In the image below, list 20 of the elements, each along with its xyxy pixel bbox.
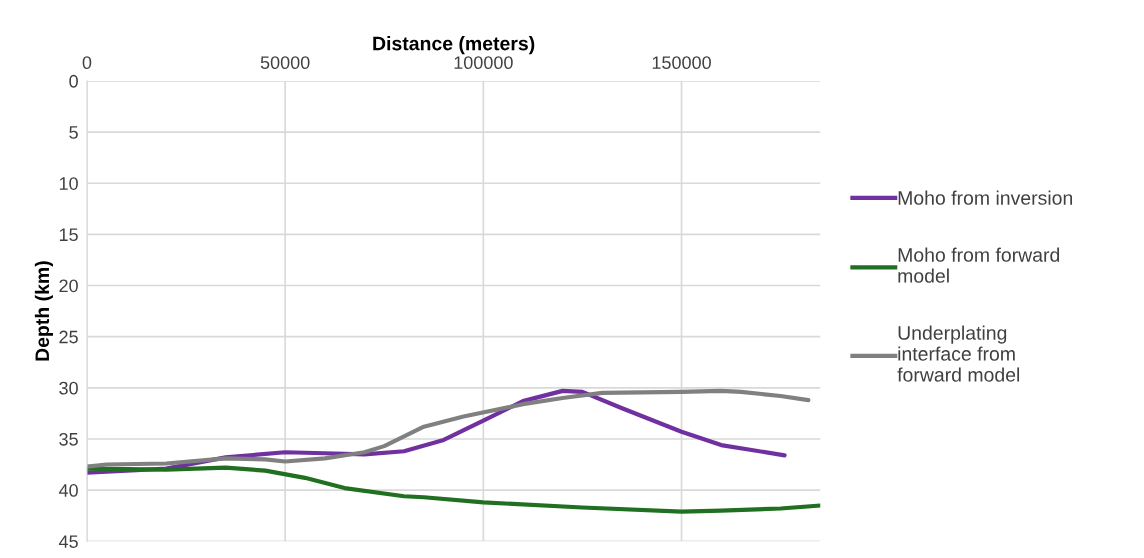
x-tick-label: 150000	[652, 56, 711, 70]
y-tick-label: 0	[69, 74, 78, 88]
x-tick-label: 0	[82, 56, 92, 70]
y-tick-label: 5	[69, 126, 78, 139]
y-tick-label: 15	[59, 228, 78, 242]
y-tick-label: 40	[58, 484, 78, 497]
y-axis-title: Depth (km)	[34, 261, 53, 361]
y-tick-label: 30	[59, 381, 78, 395]
x-tick-label: 50000	[260, 56, 310, 70]
y-tick-label: 10	[59, 177, 78, 190]
x-axis-title: Distance (meters)	[373, 36, 535, 55]
legend-label: Moho from inversion	[898, 190, 1073, 205]
x-tick-label: 100000	[454, 56, 513, 70]
line-series	[86, 465, 821, 514]
legend-label: Underplating interface from forward model	[897, 325, 1020, 382]
y-tick-label: 25	[59, 330, 78, 344]
legend-label: Moho from forward model	[898, 247, 1060, 283]
y-tick-label: 45	[58, 535, 78, 548]
y-tick-label: 35	[59, 432, 78, 446]
y-tick-label: 20	[59, 279, 78, 293]
